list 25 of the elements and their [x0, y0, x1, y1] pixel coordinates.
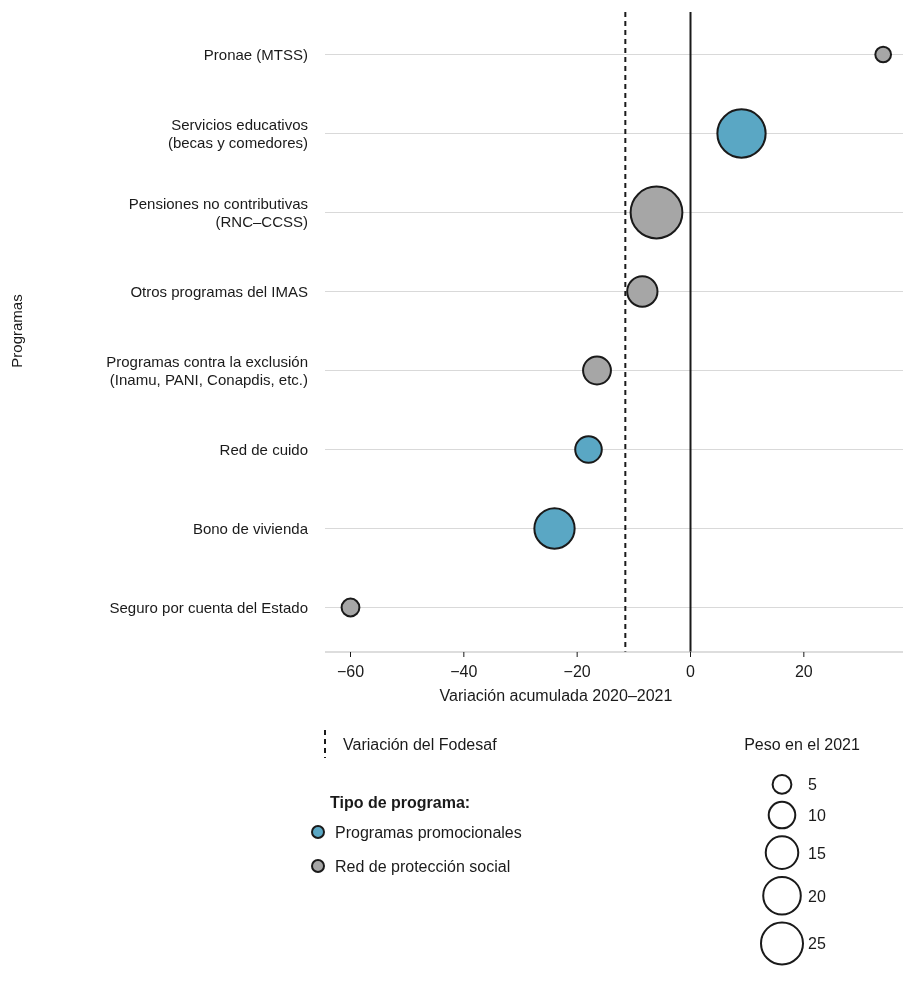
y-tick-label: Otros programas del IMAS	[130, 282, 308, 300]
y-tick-label: Pronae (MTSS)	[203, 45, 308, 63]
x-tick-label: 0	[686, 663, 696, 680]
text: Programas	[8, 294, 25, 368]
y-tick-label: Red de cuido	[219, 440, 308, 458]
legend-title: Tipo de programa:	[330, 794, 471, 811]
x-tick-label: 20	[794, 663, 813, 680]
x-tick-label: −60	[336, 663, 365, 680]
x-tick-label: −40	[450, 663, 478, 680]
legend-label: Programas promocionales	[335, 824, 522, 841]
x-tick-label: −20	[563, 663, 591, 680]
legend-label: Red de protección social	[335, 858, 511, 875]
legend-label: 10	[808, 807, 826, 825]
legend-label: 20	[808, 887, 826, 905]
y-tick-label: Seguro por cuenta del Estado	[109, 598, 308, 616]
y-tick-label: Bono de vivienda	[192, 519, 309, 537]
text: Peso en el 2021	[744, 736, 860, 753]
y-tick-label: Servicios educativos (becas y comedores)	[167, 115, 308, 151]
legend-label: 15	[808, 844, 826, 862]
legend-label: Variación del Fodesaf	[343, 736, 498, 753]
legend-label: 5	[808, 776, 817, 794]
y-tick-label: Pensiones no contributivas (RNC–CCSS)	[128, 194, 308, 230]
y-tick-label: Programas contra la exclusión (Inamu, PANI, Conapdis, etc.)	[106, 352, 308, 388]
legend-label: 25	[808, 935, 826, 953]
x-axis-title: Variación acumulada 2020–2021	[439, 687, 673, 704]
